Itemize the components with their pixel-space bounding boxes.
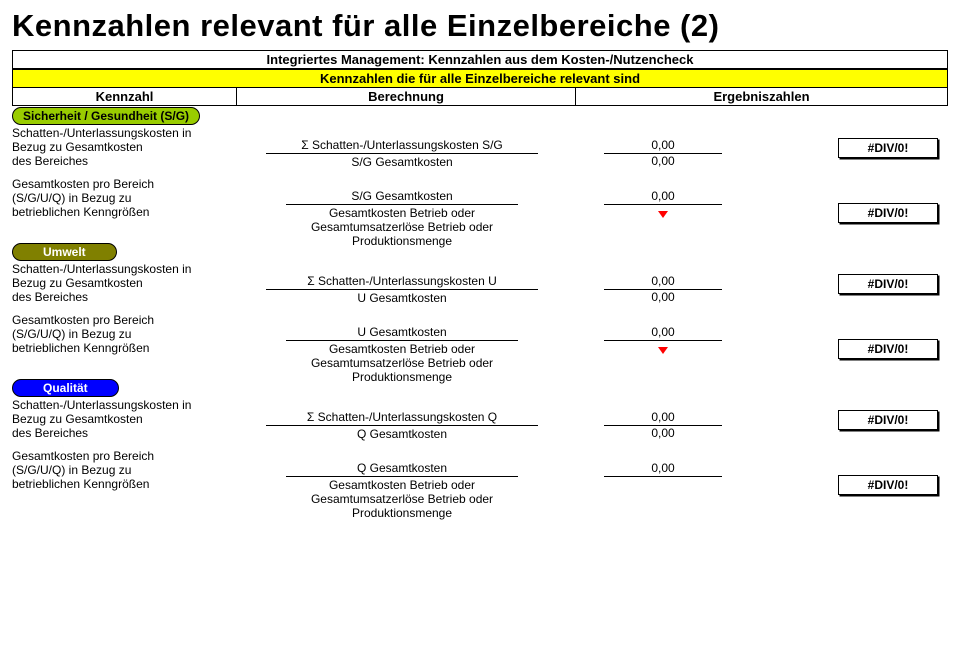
label-sguq-bezug: (S/G/U/Q) in Bezug zu	[12, 191, 227, 205]
section-umwelt: Umwelt	[12, 243, 117, 261]
header-bar-1: Integriertes Management: Kennzahlen aus …	[12, 50, 948, 69]
val-q-gk: 0,00	[604, 461, 722, 477]
header-bar-2: Kennzahlen die für alle Einzelbereiche r…	[12, 69, 948, 88]
section-qualitaet: Qualität	[12, 379, 119, 397]
frac-q-num: Σ Schatten-/Unterlassungskosten Q	[266, 410, 538, 426]
val-u-num: 0,00	[604, 274, 722, 290]
val-q-num: 0,00	[604, 410, 722, 426]
label-betrieb-kenn-u: betrieblichen Kenngrößen	[12, 341, 227, 355]
block-sg-schatten: Schatten-/Unterlassungskosten in Bezug z…	[12, 126, 948, 169]
frac-prodmenge-u: Produktionsmenge	[352, 370, 452, 384]
label-des-bereich-q: des Bereiches	[12, 426, 227, 440]
label-betrieb-kenn: betrieblichen Kenngrößen	[12, 205, 227, 219]
label-schatten-in-q: Schatten-/Unterlassungskosten in	[12, 398, 227, 412]
val-u-gk: 0,00	[604, 325, 722, 341]
frac-prodmenge: Produktionsmenge	[352, 234, 452, 248]
result-q-2: #DIV/0!	[838, 475, 938, 495]
col-ergebnis: Ergebniszahlen	[575, 88, 947, 105]
val-sg-den: 0,00	[651, 154, 674, 168]
block-u-schatten: Schatten-/Unterlassungskosten in Bezug z…	[12, 262, 948, 305]
result-u-1: #DIV/0!	[838, 274, 938, 294]
block-q-schatten: Schatten-/Unterlassungskosten in Bezug z…	[12, 398, 948, 441]
val-u-den: 0,00	[651, 290, 674, 304]
val-sg-gk: 0,00	[604, 189, 722, 205]
frac-sg-gk: S/G Gesamtkosten	[286, 189, 518, 205]
column-headers: Kennzahl Berechnung Ergebniszahlen	[12, 88, 948, 106]
frac-sg-den: S/G Gesamtkosten	[351, 154, 452, 169]
section-sg: Sicherheit / Gesundheit (S/G)	[12, 107, 200, 125]
frac-u-den: U Gesamtkosten	[357, 290, 446, 305]
label-sguq-bezug-u: (S/G/U/Q) in Bezug zu	[12, 327, 227, 341]
label-bezug-gesamt-u: Bezug zu Gesamtkosten	[12, 276, 227, 290]
warning-icon	[658, 211, 668, 218]
frac-q-den: Q Gesamtkosten	[357, 426, 447, 441]
result-sg-1: #DIV/0!	[838, 138, 938, 158]
frac-u-num: Σ Schatten-/Unterlassungskosten U	[266, 274, 538, 290]
frac-umsatz-u: Gesamtumsatzerlöse Betrieb oder	[311, 356, 493, 370]
label-schatten-in: Schatten-/Unterlassungskosten in	[12, 126, 227, 140]
col-berechnung: Berechnung	[236, 88, 575, 105]
label-betrieb-kenn-q: betrieblichen Kenngrößen	[12, 477, 227, 491]
frac-u-gk: U Gesamtkosten	[286, 325, 518, 341]
label-schatten-in-u: Schatten-/Unterlassungskosten in	[12, 262, 227, 276]
warning-icon-u	[658, 347, 668, 354]
result-sg-2: #DIV/0!	[838, 203, 938, 223]
val-sg-num: 0,00	[604, 138, 722, 154]
frac-gk-betrieb-u: Gesamtkosten Betrieb oder	[329, 341, 475, 356]
frac-sg-num: Σ Schatten-/Unterlassungskosten S/G	[266, 138, 538, 154]
frac-gk-betrieb: Gesamtkosten Betrieb oder	[329, 205, 475, 220]
label-des-bereich-u: des Bereiches	[12, 290, 227, 304]
block-u-gesamt: Gesamtkosten pro Bereich (S/G/U/Q) in Be…	[12, 313, 948, 384]
frac-umsatz: Gesamtumsatzerlöse Betrieb oder	[311, 220, 493, 234]
block-q-gesamt: Gesamtkosten pro Bereich (S/G/U/Q) in Be…	[12, 449, 948, 520]
frac-q-gk: Q Gesamtkosten	[286, 461, 518, 477]
label-bezug-gesamt: Bezug zu Gesamtkosten	[12, 140, 227, 154]
val-q-den: 0,00	[651, 426, 674, 440]
result-q-1: #DIV/0!	[838, 410, 938, 430]
label-bezug-gesamt-q: Bezug zu Gesamtkosten	[12, 412, 227, 426]
block-sg-gesamt: Gesamtkosten pro Bereich (S/G/U/Q) in Be…	[12, 177, 948, 248]
label-gesamt-pro-q: Gesamtkosten pro Bereich	[12, 449, 227, 463]
col-kennzahl: Kennzahl	[13, 88, 236, 105]
label-gesamt-pro: Gesamtkosten pro Bereich	[12, 177, 227, 191]
label-sguq-bezug-q: (S/G/U/Q) in Bezug zu	[12, 463, 227, 477]
result-u-2: #DIV/0!	[838, 339, 938, 359]
frac-prodmenge-q: Produktionsmenge	[352, 506, 452, 520]
frac-umsatz-q: Gesamtumsatzerlöse Betrieb oder	[311, 492, 493, 506]
label-gesamt-pro-u: Gesamtkosten pro Bereich	[12, 313, 227, 327]
frac-gk-betrieb-q: Gesamtkosten Betrieb oder	[329, 477, 475, 492]
label-des-bereich: des Bereiches	[12, 154, 227, 168]
page-title: Kennzahlen relevant für alle Einzelberei…	[12, 8, 948, 44]
